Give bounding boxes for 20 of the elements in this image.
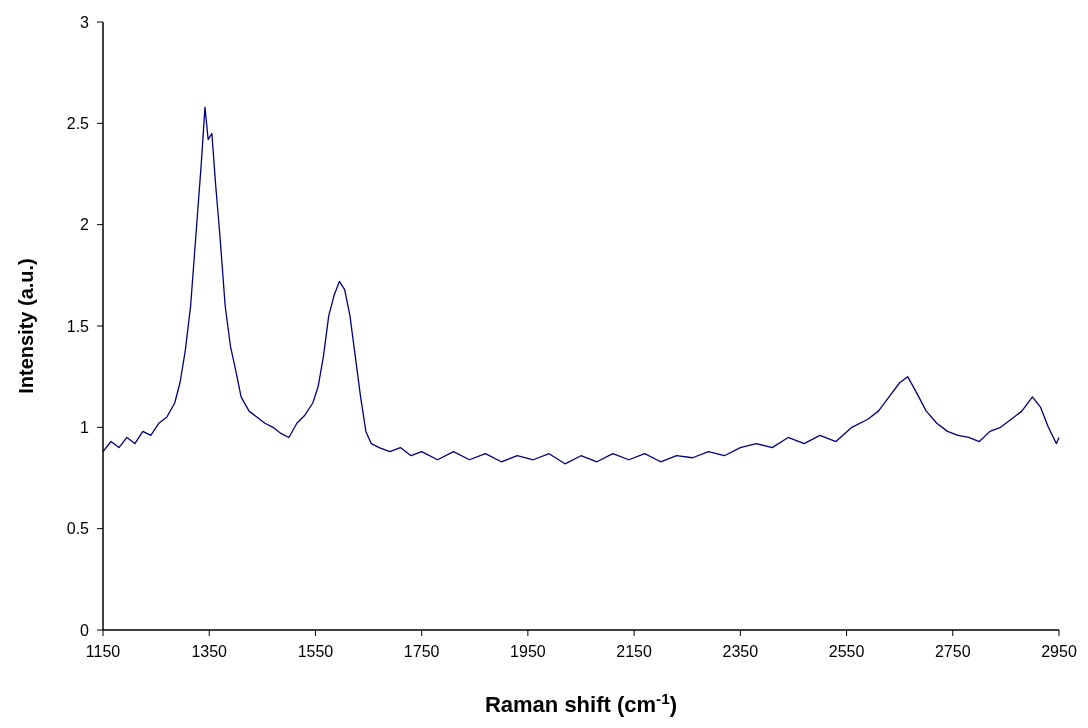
y-tick-label: 2.5 xyxy=(66,114,90,132)
line-series xyxy=(102,106,1060,465)
x-tick-label: 2350 xyxy=(722,643,759,660)
y-tick-label: 1 xyxy=(80,418,90,436)
x-tick-label: 1750 xyxy=(403,643,440,660)
x-tick-label: 2950 xyxy=(1041,643,1077,660)
x-tick-label: 2750 xyxy=(934,643,971,660)
x-tick-label: 2150 xyxy=(616,643,653,660)
y-tick-label: 3 xyxy=(80,13,90,31)
x-axis-title: Raman shift (cm$^{-1}$) xyxy=(484,689,678,717)
x-tick-label: 2550 xyxy=(828,643,865,660)
x-tick-label: 1350 xyxy=(191,643,228,660)
x-tick-label: 1150 xyxy=(85,643,121,660)
y-tick-label: 2 xyxy=(80,216,90,234)
x-tick-label: 1950 xyxy=(510,643,546,660)
x-tick-label: 1550 xyxy=(297,643,334,660)
y-tick-label: 1.5 xyxy=(66,317,90,335)
y-tick-label: 0 xyxy=(80,621,90,639)
y-axis-title: Intensity (a.u.) xyxy=(15,258,37,394)
y-tick-label: 0.5 xyxy=(66,520,90,538)
